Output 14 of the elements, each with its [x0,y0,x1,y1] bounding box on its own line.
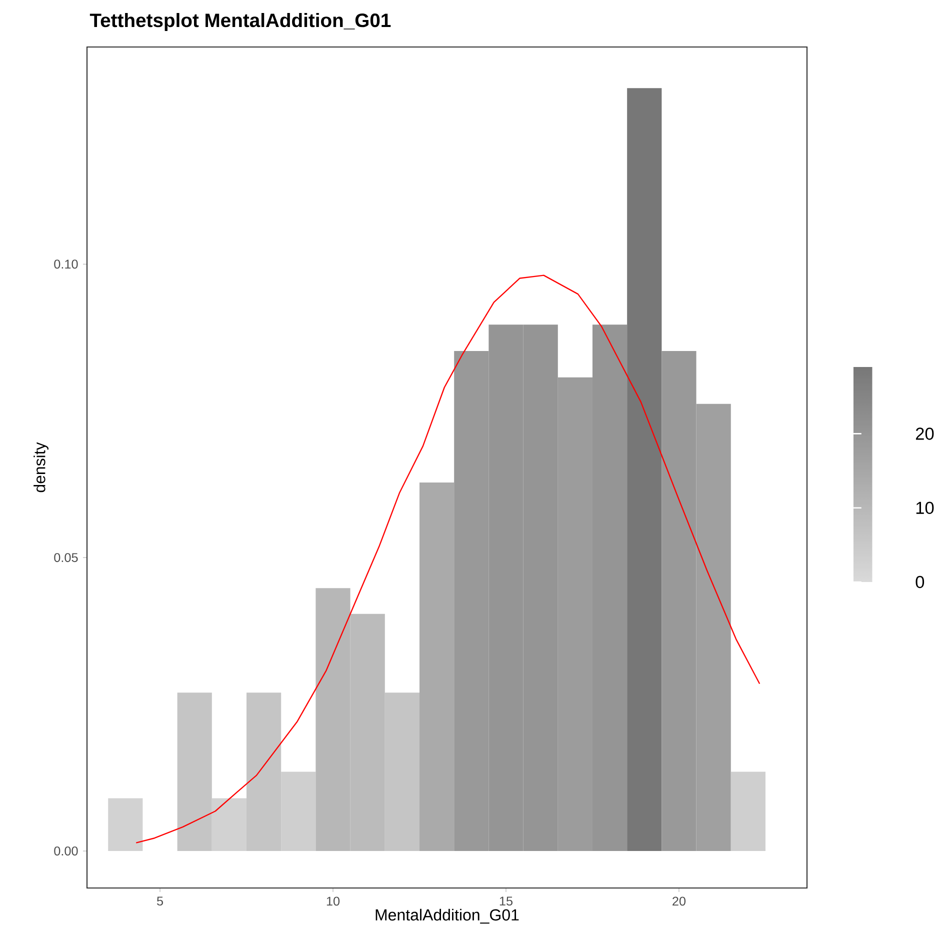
y-tick-label: 0.05 [54,553,78,562]
line-series [136,274,760,844]
chart-title: Tetthetsplot MentalAddition_G01 [90,12,391,32]
color-bar-label: 10 [916,502,934,514]
y-tick-label: 0.10 [54,260,78,269]
x-axis-title: MentalAddition_G01 [376,908,519,924]
color-bar-label: 20 [916,428,934,440]
color-bar-label: 0 [916,576,924,588]
x-tick-label: 20 [672,896,686,906]
x-tick-label: 5 [156,896,164,906]
x-tick-label: 15 [500,896,513,906]
y-axis-title: density [34,442,48,492]
x-tick-label: 10 [326,896,340,906]
y-tick-label: 0.00 [54,846,78,856]
